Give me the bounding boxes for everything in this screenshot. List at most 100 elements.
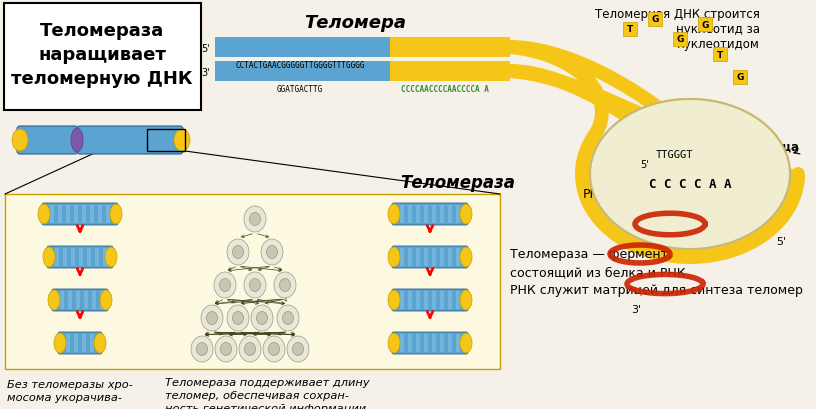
- Text: G: G: [736, 73, 743, 82]
- FancyBboxPatch shape: [52, 289, 108, 311]
- Ellipse shape: [191, 336, 213, 362]
- Bar: [390, 38, 510, 58]
- Bar: [74, 334, 78, 352]
- Ellipse shape: [110, 204, 122, 225]
- Bar: [432, 291, 436, 309]
- Ellipse shape: [48, 290, 60, 310]
- Ellipse shape: [245, 343, 255, 356]
- Text: 5': 5': [202, 44, 210, 54]
- Bar: [90, 205, 94, 223]
- Ellipse shape: [244, 272, 266, 298]
- Bar: [448, 291, 452, 309]
- Bar: [98, 205, 102, 223]
- Text: T: T: [627, 25, 633, 34]
- Bar: [100, 291, 104, 309]
- Text: CCCCAACCCCAACCCCA A: CCCCAACCCCAACCCCA A: [401, 85, 489, 94]
- Bar: [713, 48, 727, 62]
- Ellipse shape: [263, 336, 285, 362]
- Ellipse shape: [215, 336, 237, 362]
- Bar: [424, 334, 428, 352]
- FancyBboxPatch shape: [4, 4, 201, 111]
- Ellipse shape: [277, 305, 299, 331]
- Ellipse shape: [220, 343, 232, 356]
- FancyBboxPatch shape: [77, 127, 183, 155]
- Bar: [456, 291, 460, 309]
- Bar: [440, 248, 444, 266]
- Ellipse shape: [292, 343, 304, 356]
- Ellipse shape: [250, 279, 260, 292]
- Ellipse shape: [244, 207, 266, 232]
- FancyBboxPatch shape: [47, 246, 113, 268]
- Bar: [424, 205, 428, 223]
- Ellipse shape: [233, 312, 243, 325]
- Bar: [673, 33, 687, 47]
- Bar: [66, 334, 70, 352]
- Bar: [416, 248, 420, 266]
- FancyBboxPatch shape: [392, 246, 468, 268]
- Text: CCTACTGAACGGGGGTTGGGGTTTGGGG: CCTACTGAACGGGGGTTGGGGTTTGGGG: [235, 61, 365, 70]
- Text: Теломераза
наращивает
теломерную ДНК: Теломераза наращивает теломерную ДНК: [11, 22, 193, 88]
- Bar: [400, 334, 404, 352]
- Bar: [82, 205, 86, 223]
- Bar: [448, 248, 452, 266]
- Bar: [424, 248, 428, 266]
- Bar: [103, 248, 107, 266]
- Ellipse shape: [201, 305, 223, 331]
- Text: Теломераза — фермент,
состоящий из белка и РНК.
РНК служит матрицей для синтеза : Теломераза — фермент, состоящий из белка…: [510, 247, 803, 296]
- Ellipse shape: [54, 333, 66, 353]
- Bar: [456, 205, 460, 223]
- Bar: [432, 248, 436, 266]
- Text: GGATGACTTG: GGATGACTTG: [277, 85, 323, 94]
- Bar: [79, 248, 83, 266]
- Ellipse shape: [239, 336, 261, 362]
- Bar: [424, 291, 428, 309]
- Text: G: G: [651, 16, 659, 25]
- Ellipse shape: [174, 130, 190, 152]
- Ellipse shape: [197, 343, 207, 356]
- Ellipse shape: [227, 305, 249, 331]
- Bar: [90, 334, 94, 352]
- Bar: [5, 195, 500, 369]
- Ellipse shape: [268, 343, 280, 356]
- Ellipse shape: [460, 204, 472, 225]
- Text: 5': 5': [776, 236, 786, 246]
- Ellipse shape: [460, 247, 472, 267]
- Ellipse shape: [250, 213, 260, 226]
- Ellipse shape: [227, 239, 249, 265]
- Ellipse shape: [206, 312, 218, 325]
- Bar: [408, 205, 412, 223]
- Bar: [84, 291, 88, 309]
- Ellipse shape: [71, 129, 83, 153]
- Bar: [68, 291, 72, 309]
- Bar: [440, 334, 444, 352]
- FancyBboxPatch shape: [392, 204, 468, 225]
- Ellipse shape: [214, 272, 236, 298]
- Bar: [82, 334, 86, 352]
- Text: Белок: Белок: [590, 161, 630, 174]
- Ellipse shape: [280, 279, 290, 292]
- FancyBboxPatch shape: [58, 332, 102, 354]
- Ellipse shape: [388, 247, 400, 267]
- Bar: [400, 291, 404, 309]
- Text: РНК: РНК: [583, 188, 609, 201]
- FancyBboxPatch shape: [17, 127, 78, 155]
- Bar: [408, 248, 412, 266]
- FancyBboxPatch shape: [42, 204, 118, 225]
- Bar: [58, 205, 62, 223]
- Bar: [416, 334, 420, 352]
- Text: Теломераза поддерживает длину
теломер, обеспечивая сохран-
ность генетической ин: Теломераза поддерживает длину теломер, о…: [165, 377, 370, 409]
- Ellipse shape: [100, 290, 112, 310]
- FancyBboxPatch shape: [392, 332, 468, 354]
- Text: G: G: [701, 20, 708, 29]
- Bar: [623, 23, 637, 37]
- Text: G: G: [676, 36, 684, 45]
- Text: TTGGGT: TTGGGT: [656, 150, 694, 160]
- Ellipse shape: [220, 279, 230, 292]
- Bar: [648, 13, 662, 27]
- Bar: [390, 62, 510, 82]
- Text: Теломера: Теломера: [304, 14, 406, 32]
- Text: 3': 3': [202, 68, 210, 78]
- Bar: [147, 130, 185, 152]
- Bar: [215, 38, 390, 58]
- Bar: [408, 334, 412, 352]
